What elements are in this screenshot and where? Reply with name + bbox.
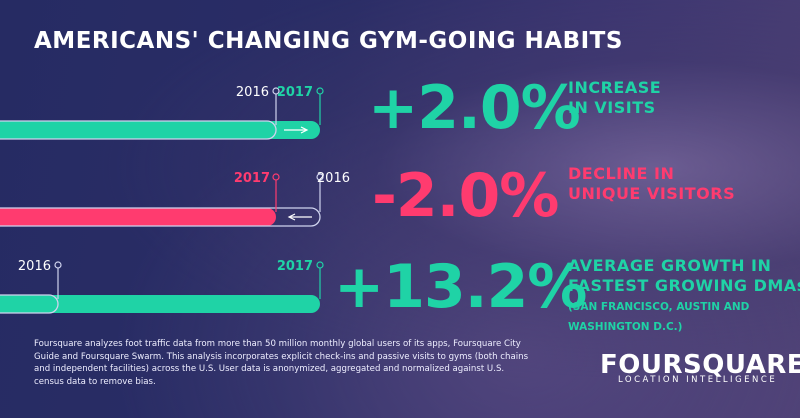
metric-unique-visitors: -2.0% [372,161,559,231]
year-label-start-2: 2016 [18,259,51,274]
marker-dot-start-0 [272,87,280,95]
bar-fill-2 [0,295,320,313]
label-visits-line1: INCREASE [568,78,662,97]
bar-outline-1 [0,207,321,227]
label-dma-line2: FASTEST GROWING DMAs [568,276,800,295]
year-label-end-1: 2017 [234,171,270,186]
bar-fill-1 [0,208,276,226]
metric-visits: +2.0% [368,73,581,143]
year-label-start-1: 2016 [317,171,350,186]
bar-outline-2 [0,294,59,314]
marker-dot-end-1 [272,173,280,181]
label-dma-detail-line2: WASHINGTON D.C.) [568,321,683,333]
year-label-end-0: 2017 [277,85,313,100]
marker-dot-end-0 [316,87,324,95]
brand-tagline: LOCATION INTELLIGENCE [618,375,778,385]
brand-logo: FOURSQUARE [600,350,800,380]
label-unique-line1: DECLINE IN [568,164,675,183]
bar-outline-0 [0,120,277,140]
label-dma-detail-line1: (SAN FRANCISCO, AUSTIN AND [568,301,750,313]
page-title: AMERICANS' CHANGING GYM-GOING HABITS [34,28,623,54]
label-dma-line1: AVERAGE GROWTH IN [568,256,772,275]
year-label-start-0: 2016 [236,85,269,100]
label-unique-line2: UNIQUE VISITORS [568,184,736,203]
methodology-footnote: Foursquare analyzes foot traffic data fr… [34,339,529,387]
year-label-end-2: 2017 [277,259,313,274]
marker-dot-start-1 [316,173,324,181]
marker-dot-end-2 [316,261,324,269]
arrow-right-head-icon [300,126,309,134]
arrow-left-head-icon [287,213,296,221]
metric-dma-growth: +13.2% [334,252,587,322]
marker-dot-start-2 [54,261,62,269]
bar-fill-0 [0,121,320,139]
label-visits-line2: IN VISITS [568,98,656,117]
